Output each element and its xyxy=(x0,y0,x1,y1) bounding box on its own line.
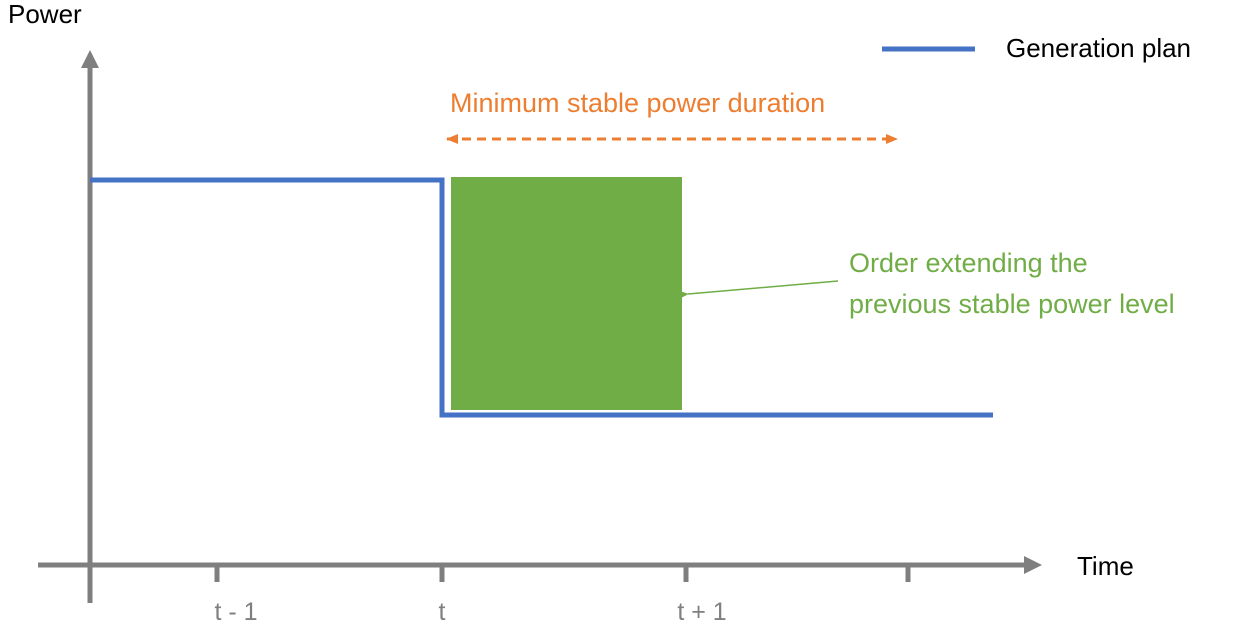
x-axis-label: Time xyxy=(1077,551,1134,581)
order-label-line2: previous stable power level xyxy=(849,289,1175,319)
x-axis-arrowhead xyxy=(1024,556,1042,574)
order-block xyxy=(451,177,682,410)
tick-label: t - 1 xyxy=(214,598,257,626)
tick-label: t + 1 xyxy=(677,598,726,626)
order-label-line1: Order extending the xyxy=(849,248,1088,278)
y-axis-arrowhead xyxy=(81,50,99,68)
tick-label: t xyxy=(439,598,446,626)
order-pointer-arrow xyxy=(678,280,839,299)
legend-label: Generation plan xyxy=(1006,33,1191,63)
duration-label: Minimum stable power duration xyxy=(450,88,825,118)
generation-plan-line xyxy=(90,177,993,418)
y-axis-label: Power xyxy=(8,0,82,29)
